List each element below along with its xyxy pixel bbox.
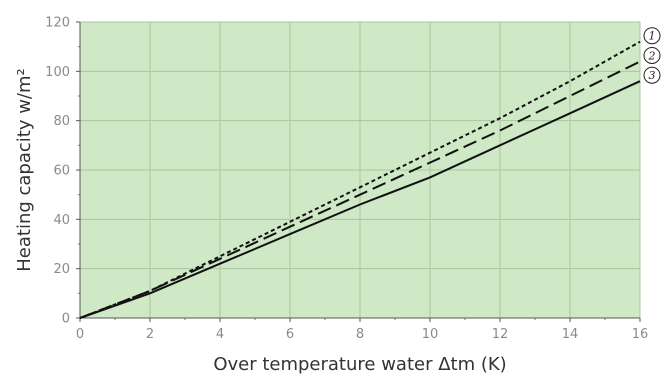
x-tick-label: 0 <box>76 327 84 342</box>
series-lines <box>79 40 641 319</box>
series-markers: 1 2 3 <box>643 27 661 84</box>
x-tick-label: 14 <box>562 327 579 342</box>
y-tick-label: 20 <box>53 262 70 277</box>
y-tick-label: 40 <box>53 213 70 228</box>
x-tick-label: 12 <box>492 327 509 342</box>
x-tick-label: 6 <box>286 327 294 342</box>
x-tick-label: 4 <box>216 327 224 342</box>
series-marker-label-1: 1 <box>649 30 656 43</box>
y-tick-label: 60 <box>53 164 70 179</box>
series-marker-circle-3 <box>643 66 661 84</box>
x-tick-label: 2 <box>146 327 154 342</box>
series-line-2 <box>79 60 641 319</box>
y-tick-label: 120 <box>45 16 70 31</box>
y-axis-title: Heating capacity w/m² <box>14 68 35 272</box>
series-marker-label-3: 3 <box>649 69 656 82</box>
series-marker-circle-1 <box>643 27 661 45</box>
series-marker-label-2: 2 <box>648 49 656 62</box>
x-axis-title: Over temperature water Δtm (K) <box>213 354 506 375</box>
y-tick-label: 0 <box>62 312 70 327</box>
series-marker-circle-2 <box>643 46 661 64</box>
series-line-3 <box>79 80 641 319</box>
x-tick-label: 8 <box>356 327 364 342</box>
axes: 0 2 4 6 8 10 12 14 16 0 20 40 60 80 100 120 <box>45 16 648 343</box>
y-tick-label: 100 <box>45 65 70 80</box>
x-tick-label: 10 <box>422 327 439 342</box>
y-tick-label: 80 <box>53 114 70 129</box>
x-tick-label: 16 <box>632 327 649 342</box>
